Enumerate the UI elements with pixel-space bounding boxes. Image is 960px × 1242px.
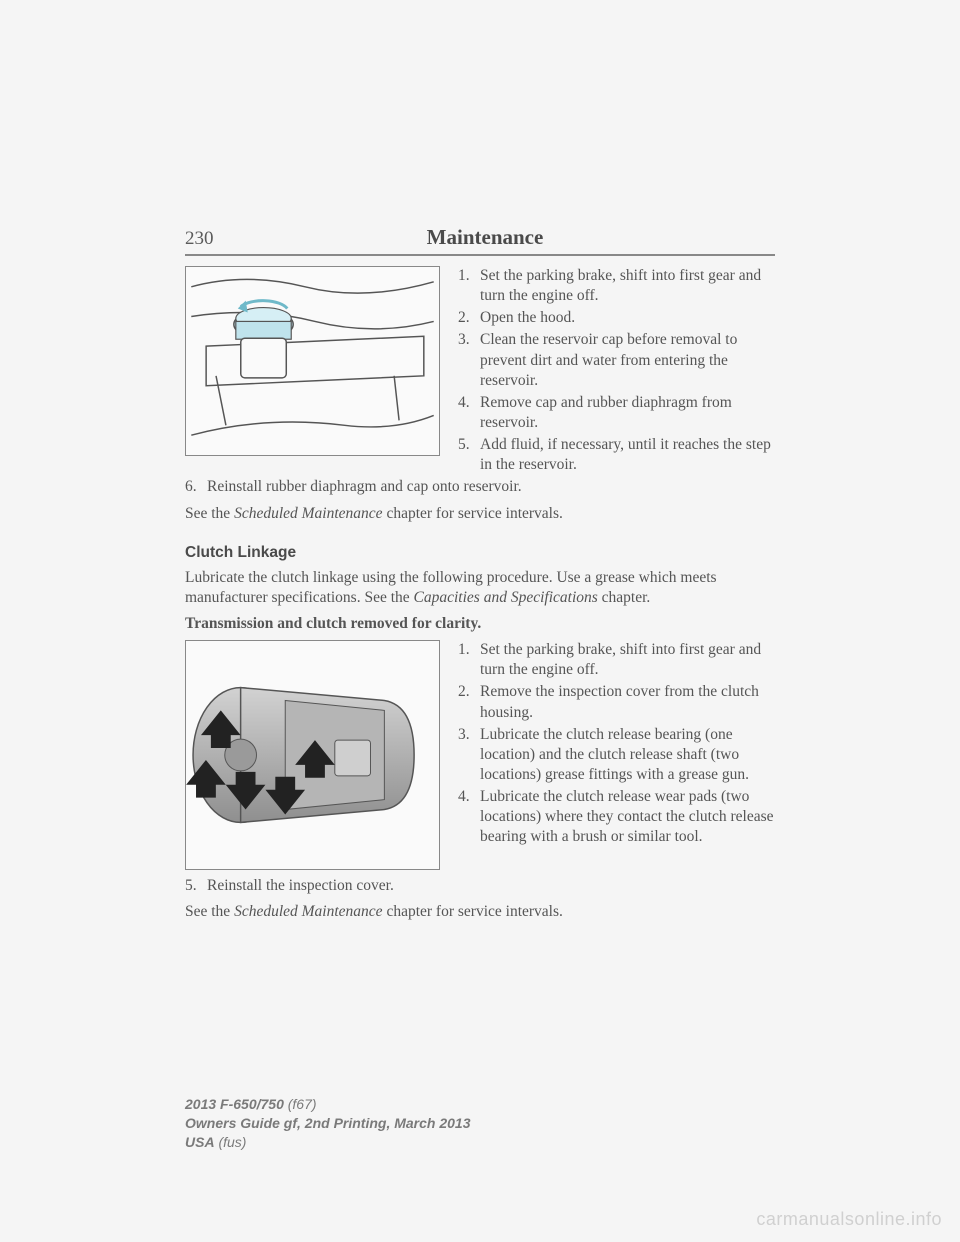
clutch-figure-and-steps: 1.Set the parking brake, shift into firs… [185, 640, 775, 876]
watermark: carmanualsonline.info [756, 1209, 942, 1230]
clutch-step-3: 3.Lubricate the clutch release bearing (… [458, 725, 775, 785]
page-footer: 2013 F-650/750 (f67) Owners Guide gf, 2n… [185, 1095, 471, 1152]
step-1: 1.Set the parking brake, shift into firs… [458, 266, 775, 306]
transmission-figure [185, 640, 440, 870]
clutch-step-1: 1.Set the parking brake, shift into firs… [458, 640, 775, 680]
reservoir-fluid-section: 1.Set the parking brake, shift into firs… [185, 266, 775, 530]
clutch-linkage-intro: Lubricate the clutch linkage using the f… [185, 568, 775, 608]
reservoir-see-reference: See the Scheduled Maintenance chapter fo… [185, 504, 775, 524]
clutch-step-2: 2.Remove the inspection cover from the c… [458, 682, 775, 722]
footer-line-1: 2013 F-650/750 (f67) [185, 1095, 471, 1114]
clutch-see-reference: See the Scheduled Maintenance chapter fo… [185, 902, 775, 922]
step-6: 6.Reinstall rubber diaphragm and cap ont… [185, 477, 775, 497]
reservoir-illustration [186, 267, 439, 455]
chapter-title: Maintenance [195, 225, 775, 250]
page-content: 230 Maintenance [185, 225, 775, 936]
footer-line-3: USA (fus) [185, 1133, 471, 1152]
clutch-step-5: 5.Reinstall the inspection cover. [185, 876, 775, 896]
step-5: 5.Add fluid, if necessary, until it reac… [458, 435, 775, 475]
footer-line-2: Owners Guide gf, 2nd Printing, March 201… [185, 1114, 471, 1133]
transmission-illustration [186, 641, 439, 869]
step-3: 3.Clean the reservoir cap before removal… [458, 330, 775, 390]
clutch-linkage-heading: Clutch Linkage [185, 544, 775, 562]
clutch-linkage-note: Transmission and clutch removed for clar… [185, 614, 775, 634]
page-header: 230 Maintenance [185, 225, 775, 256]
step-2: 2.Open the hood. [458, 308, 775, 328]
clutch-step-5-item: 5.Reinstall the inspection cover. [185, 876, 775, 896]
step-4: 4.Remove cap and rubber diaphragm from r… [458, 393, 775, 433]
reservoir-figure [185, 266, 440, 456]
clutch-linkage-section: Clutch Linkage Lubricate the clutch link… [185, 544, 775, 923]
reservoir-step-6: 6.Reinstall rubber diaphragm and cap ont… [185, 477, 775, 497]
clutch-step-4: 4.Lubricate the clutch release wear pads… [458, 787, 775, 847]
